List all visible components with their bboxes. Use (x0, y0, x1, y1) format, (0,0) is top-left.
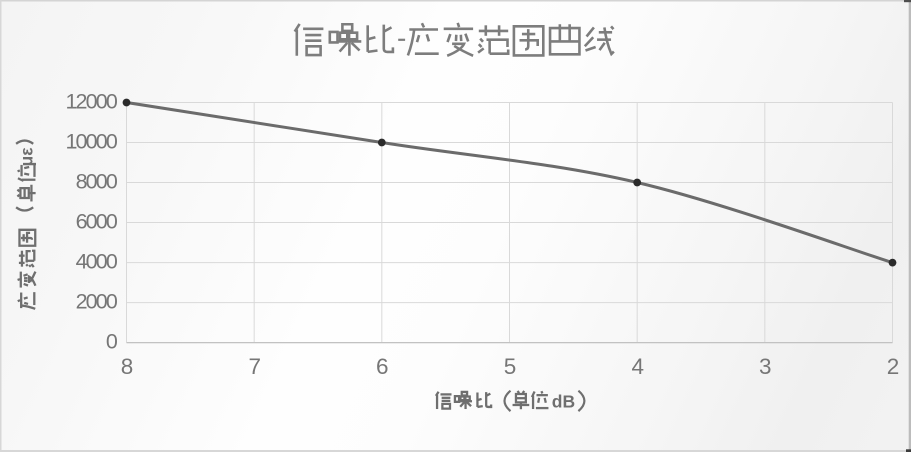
svg-text:2000: 2000 (76, 290, 118, 314)
svg-text:4000: 4000 (76, 250, 118, 274)
svg-text:3: 3 (759, 354, 772, 379)
svg-text:6000: 6000 (76, 210, 118, 234)
svg-text:8: 8 (121, 354, 134, 379)
svg-text:4: 4 (631, 354, 644, 379)
svg-text:6: 6 (376, 354, 389, 379)
svg-text:12000: 12000 (65, 89, 117, 113)
svg-text:8000: 8000 (76, 169, 118, 193)
svg-text:με: με (16, 147, 36, 167)
svg-text:5: 5 (504, 354, 517, 379)
svg-text:7: 7 (248, 354, 261, 379)
svg-text:dB: dB (552, 391, 575, 411)
svg-text:10000: 10000 (65, 129, 117, 153)
svg-text:2: 2 (887, 354, 900, 379)
